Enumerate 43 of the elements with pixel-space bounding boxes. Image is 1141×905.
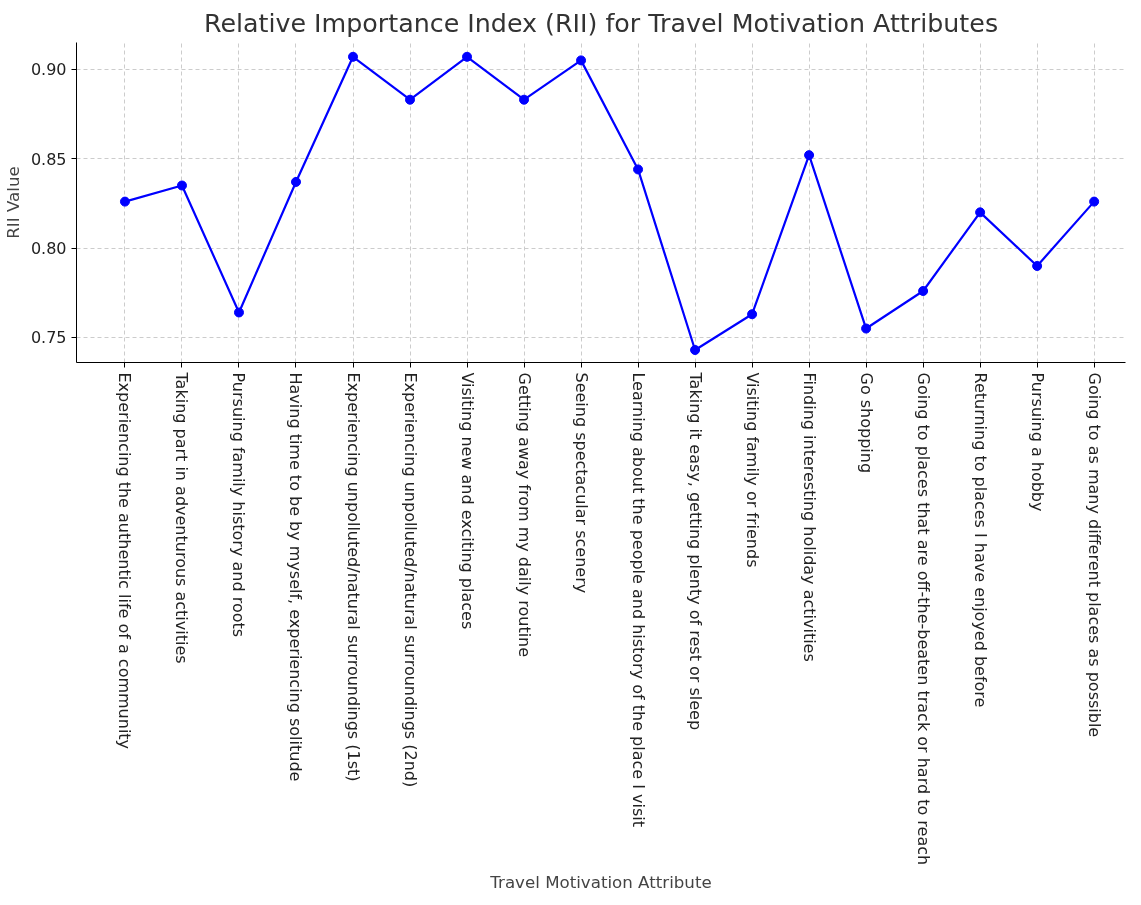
y-axis-title: RII Value bbox=[3, 166, 23, 239]
x-tick-label: Getting away from my daily routine bbox=[514, 372, 534, 658]
x-tick-label: Going to places that are off-the-beaten track or hard to reach bbox=[913, 372, 933, 866]
x-tick-label: Go shopping bbox=[856, 372, 876, 474]
chart-title: Relative Importance Index (RII) for Travel Motivation Attributes bbox=[203, 7, 999, 38]
x-tick-label: Seeing spectacular scenery bbox=[571, 372, 591, 594]
x-tick-label: Learning about the people and history of the place I visit bbox=[628, 372, 648, 828]
point bbox=[918, 286, 929, 296]
y-tick-label: 0.85 bbox=[30, 149, 67, 169]
point bbox=[405, 94, 416, 105]
y-tick-label: 0.90 bbox=[30, 60, 67, 80]
x-tick-label: Pursuing a hobby bbox=[1027, 372, 1047, 512]
point bbox=[633, 164, 644, 175]
x-tick-label: Experiencing unpolluted/natural surroundings (2nd) bbox=[400, 372, 420, 788]
point bbox=[690, 344, 701, 355]
x-tick-label: Finding interesting holiday activities bbox=[799, 372, 819, 662]
x-tick-label: Visiting family or friends bbox=[742, 372, 762, 568]
x-tick-label: Pursuing family history and roots bbox=[229, 372, 249, 638]
x-tick-label: Going to as many different places as possible bbox=[1084, 372, 1104, 738]
point bbox=[348, 51, 358, 62]
point bbox=[290, 176, 301, 187]
y-tick-label: 0.80 bbox=[30, 239, 67, 259]
point bbox=[1032, 260, 1043, 271]
y-tick-label: 0.75 bbox=[30, 328, 67, 348]
point bbox=[462, 51, 473, 62]
point bbox=[119, 196, 130, 207]
point bbox=[176, 180, 187, 191]
x-tick-label: Having time to be by myself, experiencing solitude bbox=[286, 372, 306, 782]
point bbox=[747, 309, 758, 320]
point bbox=[804, 150, 815, 161]
point bbox=[975, 207, 986, 218]
x-tick-label: Visiting new and exciting places bbox=[457, 372, 477, 630]
x-tick-label: Taking it easy, getting plenty of rest or sleep bbox=[685, 371, 705, 731]
x-tick-label: Taking part in adventurous activities bbox=[172, 371, 192, 664]
x-tick-label: Returning to places I have enjoyed before bbox=[970, 372, 990, 708]
point bbox=[519, 94, 530, 105]
x-tick-label: Experiencing the authentic life of a community bbox=[115, 372, 135, 750]
x-tick-label: Experiencing unpolluted/natural surroundings (1st) bbox=[343, 372, 363, 782]
x-axis-title: Travel Motivation Attribute bbox=[489, 873, 712, 893]
point bbox=[1089, 196, 1100, 207]
point bbox=[861, 323, 872, 334]
point bbox=[576, 55, 587, 66]
point bbox=[233, 307, 244, 318]
